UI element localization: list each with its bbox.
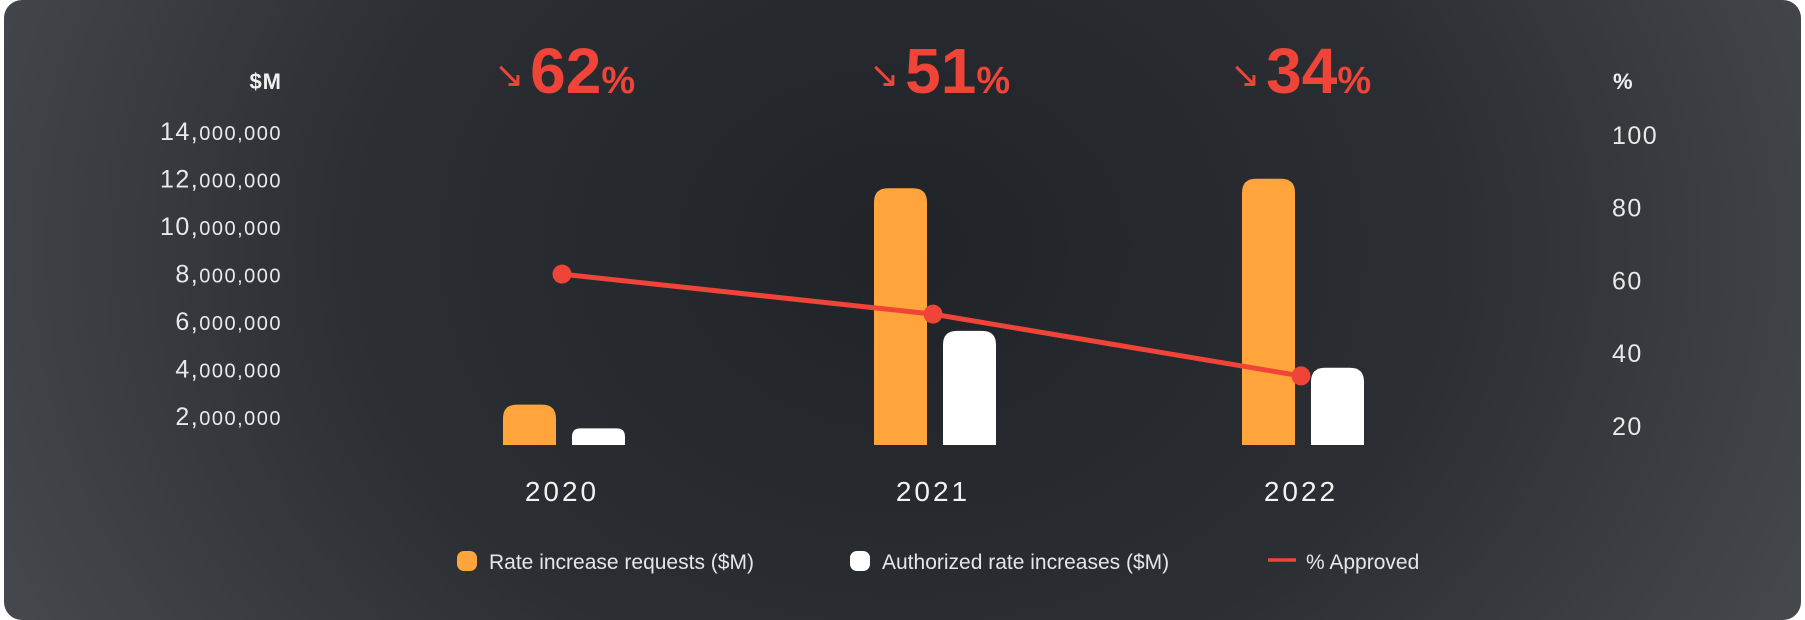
chart-panel: $M 14,000,000 12,000,000 10,000,000 8,000,0…: [4, 0, 1801, 620]
legend: Rate increase requests ($M) Authorized ra…: [457, 551, 1419, 574]
bar-authorized-rate-increases-2020: [572, 428, 625, 445]
bar-authorized-rate-increases-2022: [1311, 367, 1364, 445]
bar-rate-increase-requests-2020: [503, 404, 556, 445]
right-tick-label: 80: [1612, 195, 1643, 223]
headline-stat-2021: ↘51%: [869, 35, 1010, 107]
bars: [503, 178, 1364, 446]
left-tick-label: 14,000,000: [160, 118, 282, 146]
category-label-2021: 2021: [896, 476, 970, 507]
left-axis: $M 14,000,000 12,000,000 10,000,000 8,000,0…: [160, 69, 282, 431]
headline-stats: ↘62% ↘51% ↘34%: [494, 35, 1371, 107]
headline-stat-2020: ↘62%: [494, 35, 635, 107]
left-tick-label: 12,000,000: [160, 166, 282, 194]
approval-point-2021: [923, 304, 943, 324]
category-label-2020: 2020: [525, 476, 599, 507]
bar-authorized-rate-increases-2021: [943, 330, 996, 445]
right-tick-label: 100: [1612, 122, 1658, 150]
legend-label: Rate increase requests ($M): [489, 551, 754, 574]
right-tick-label: 60: [1612, 267, 1643, 295]
headline-stat-2022: ↘34%: [1230, 35, 1371, 107]
legend-swatch: [850, 551, 870, 571]
right-axis-label: %: [1613, 69, 1634, 94]
left-tick-label: 2,000,000: [175, 403, 282, 431]
category-label-2022: 2022: [1264, 476, 1338, 507]
left-tick-label: 8,000,000: [175, 261, 282, 289]
left-axis-label: $M: [249, 69, 282, 94]
right-axis: % 100 80 60 40 20: [1612, 69, 1658, 441]
legend-swatch: [457, 551, 477, 571]
legend-label: % Approved: [1306, 551, 1419, 574]
approval-line: [552, 264, 1311, 386]
legend-label: Authorized rate increases ($M): [882, 551, 1169, 574]
approval-point-2022: [1291, 366, 1311, 386]
chart-svg: $M 14,000,000 12,000,000 10,000,000 8,000,0…: [160, 35, 1658, 574]
approval-point-2020: [552, 264, 572, 284]
bar-rate-increase-requests-2022: [1242, 178, 1295, 446]
bar-rate-increase-requests-2021: [874, 188, 927, 446]
left-tick-label: 10,000,000: [160, 213, 282, 241]
left-tick-label: 6,000,000: [175, 308, 282, 336]
right-tick-label: 40: [1612, 340, 1643, 368]
left-tick-label: 4,000,000: [175, 356, 282, 384]
right-tick-label: 20: [1612, 413, 1643, 441]
category-labels: 2020 2021 2022: [525, 476, 1338, 507]
